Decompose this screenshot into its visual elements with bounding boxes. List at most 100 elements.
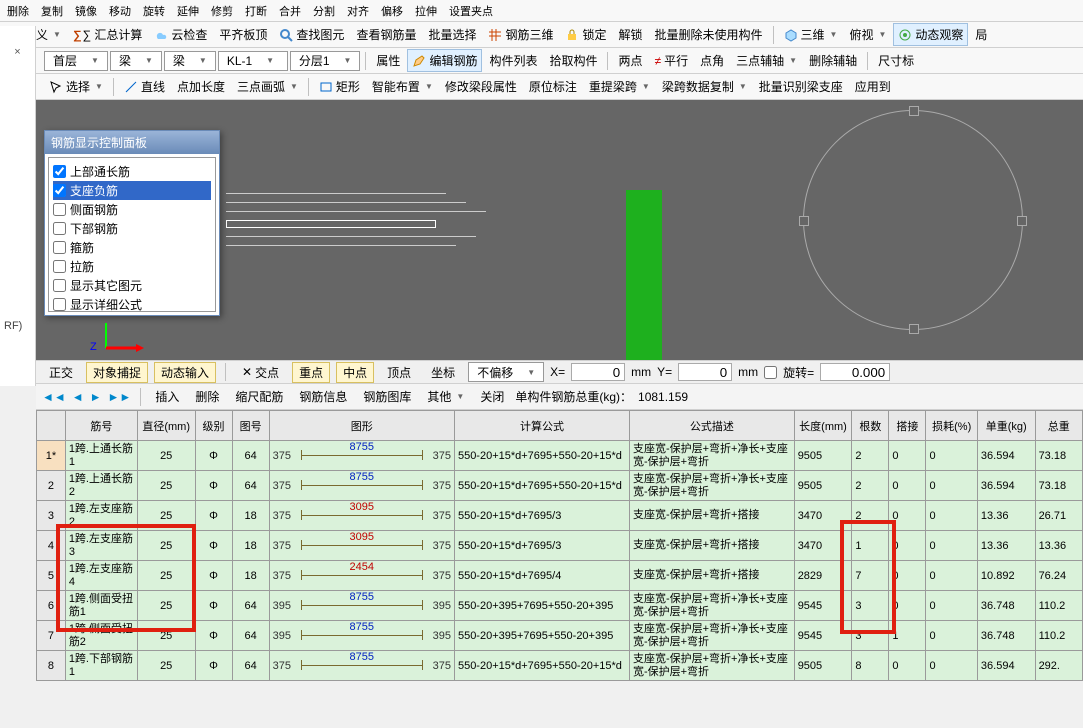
col-header[interactable] (37, 411, 66, 441)
edit-offset[interactable]: 偏移 (376, 0, 408, 22)
close-button[interactable]: 关闭 (475, 385, 509, 408)
row-header[interactable]: 6 (37, 591, 66, 621)
panel-item[interactable]: 侧面钢筋 (53, 200, 211, 219)
cat2-combo[interactable]: 梁▼ (164, 51, 216, 71)
align-top-button[interactable]: 平齐板顶 (214, 23, 272, 46)
edit-trim[interactable]: 修剪 (206, 0, 238, 22)
panel-item[interactable]: 显示详细公式 (53, 295, 211, 312)
attr-button[interactable]: 属性 (371, 49, 405, 72)
rebar-3d-button[interactable]: 钢筋三维 (483, 23, 558, 46)
col-header[interactable]: 损耗(%) (926, 411, 977, 441)
col-header[interactable]: 公式描述 (629, 411, 794, 441)
re-beam-button[interactable]: 重提梁跨▼ (584, 75, 655, 98)
col-header[interactable]: 搭接 (889, 411, 926, 441)
delete-button[interactable]: 删除 (190, 385, 224, 408)
dynamic-view-button[interactable]: 动态观察 (893, 23, 968, 46)
table-row[interactable]: 31跨.左支座筋225Φ183753095375550-20+15*d+7695… (37, 501, 1083, 531)
mod-seg-button[interactable]: 修改梁段属性 (440, 75, 522, 98)
table-row[interactable]: 71跨.侧面受扭筋225Φ643958755395550-20+395+7695… (37, 621, 1083, 651)
close-x[interactable]: × (0, 46, 35, 58)
table-row[interactable]: 21跨.上通长筋225Φ643758755375550-20+15*d+7695… (37, 471, 1083, 501)
panel-item[interactable]: 支座负筋 (53, 181, 211, 200)
row-header[interactable]: 4 (37, 531, 66, 561)
copy-span-button[interactable]: 梁跨数据复制▼ (657, 75, 752, 98)
y-input[interactable] (678, 363, 732, 381)
edit-mirror[interactable]: 镜像 (70, 0, 102, 22)
parallel-button[interactable]: ≠平行 (650, 49, 694, 72)
orbit-handle-e[interactable] (1017, 216, 1027, 226)
panel-item[interactable]: 箍筋 (53, 238, 211, 257)
row-header[interactable]: 7 (37, 621, 66, 651)
ortho-toggle[interactable]: 正交 (42, 362, 80, 383)
three-pt-button[interactable]: 三点辅轴▼ (731, 49, 802, 72)
table-row[interactable]: 1*1跨.上通长筋125Φ643758755375550-20+15*d+769… (37, 441, 1083, 471)
col-header[interactable]: 长度(mm) (794, 411, 852, 441)
edit-break[interactable]: 打断 (240, 0, 272, 22)
panel-checkbox[interactable] (53, 184, 66, 197)
dim-button[interactable]: 尺寸标 (873, 49, 919, 72)
batch-sel-button[interactable]: 批量选择 (423, 23, 481, 46)
mid-toggle[interactable]: 重点 (292, 362, 330, 383)
edit-grip[interactable]: 设置夹点 (444, 0, 498, 22)
col-header[interactable]: 筋号 (65, 411, 137, 441)
x-input[interactable] (571, 363, 625, 381)
insert-button[interactable]: 插入 (150, 385, 184, 408)
col-header[interactable]: 直径(mm) (137, 411, 195, 441)
orbit-handle-n[interactable] (909, 106, 919, 116)
orbit-circle[interactable] (803, 110, 1023, 330)
edit-rebar-button[interactable]: 编辑钢筋 (407, 49, 482, 72)
row-header[interactable]: 1* (37, 441, 66, 471)
row-header[interactable]: 3 (37, 501, 66, 531)
orbit-handle-s[interactable] (909, 324, 919, 334)
view3d-button[interactable]: 三维▼ (779, 23, 843, 46)
edit-rot[interactable]: 旋转 (138, 0, 170, 22)
panel-item[interactable]: 显示其它图元 (53, 276, 211, 295)
col-header[interactable]: 根数 (852, 411, 889, 441)
coord-toggle[interactable]: 坐标 (424, 362, 462, 383)
view-rebar-button[interactable]: 查看钢筋量 (351, 23, 421, 46)
layer-combo[interactable]: 分层1▼ (290, 51, 361, 71)
edit-merge[interactable]: 合并 (274, 0, 306, 22)
rect-button[interactable]: 矩形 (314, 75, 365, 98)
sum-button[interactable]: ∑∑ 汇总计算 (68, 23, 147, 46)
scale-button[interactable]: 缩尺配筋 (230, 385, 288, 408)
col-header[interactable]: 单重(kg) (977, 411, 1035, 441)
nav-last[interactable]: ►► (108, 390, 132, 404)
lock-button[interactable]: 锁定 (560, 23, 611, 46)
other-button[interactable]: 其他▼ (422, 385, 469, 408)
panel-checkbox[interactable] (53, 298, 66, 311)
floor-combo[interactable]: 首层▼ (44, 51, 108, 71)
info-button[interactable]: 钢筋信息 (294, 385, 352, 408)
rot-check[interactable] (764, 366, 777, 379)
panel-checkbox[interactable] (53, 260, 66, 273)
panel-item[interactable]: 上部通长筋 (53, 162, 211, 181)
peak-toggle[interactable]: 顶点 (380, 362, 418, 383)
row-header[interactable]: 2 (37, 471, 66, 501)
rebar-display-panel[interactable]: 钢筋显示控制面板 上部通长筋支座负筋侧面钢筋下部钢筋箍筋拉筋显示其它图元显示详细… (44, 130, 220, 316)
offset-combo[interactable]: 不偏移▼ (468, 362, 544, 382)
two-pt-button[interactable]: 两点 (613, 49, 647, 72)
col-header[interactable]: 图号 (232, 411, 269, 441)
auto-span-button[interactable]: 批量识别梁支座 (754, 75, 848, 98)
col-header[interactable]: 图形 (269, 411, 454, 441)
cat-combo[interactable]: 梁▼ (110, 51, 162, 71)
orig-button[interactable]: 原位标注 (524, 75, 582, 98)
center-toggle[interactable]: 中点 (336, 362, 374, 383)
cloud-button[interactable]: 云检查 (149, 23, 212, 46)
edit-stretch[interactable]: 拉伸 (410, 0, 442, 22)
cross-toggle[interactable]: ✕ 交点 (235, 362, 286, 383)
name-combo[interactable]: KL-1▼ (218, 51, 288, 71)
orbit-handle-w[interactable] (799, 216, 809, 226)
pick-button[interactable]: 拾取构件 (544, 49, 602, 72)
smart-button[interactable]: 智能布置▼ (367, 75, 438, 98)
panel-checkbox[interactable] (53, 203, 66, 216)
panel-item[interactable]: 下部钢筋 (53, 219, 211, 238)
corner-button[interactable]: 点角 (695, 49, 729, 72)
table-row[interactable]: 51跨.左支座筋425Φ183752454375550-20+15*d+7695… (37, 561, 1083, 591)
table-row[interactable]: 41跨.左支座筋325Φ183753095375550-20+15*d+7695… (37, 531, 1083, 561)
panel-checkbox[interactable] (53, 165, 66, 178)
panel-item[interactable]: 拉筋 (53, 257, 211, 276)
panel-checkbox[interactable] (53, 279, 66, 292)
row-header[interactable]: 5 (37, 561, 66, 591)
snap-toggle[interactable]: 对象捕捉 (86, 362, 148, 383)
